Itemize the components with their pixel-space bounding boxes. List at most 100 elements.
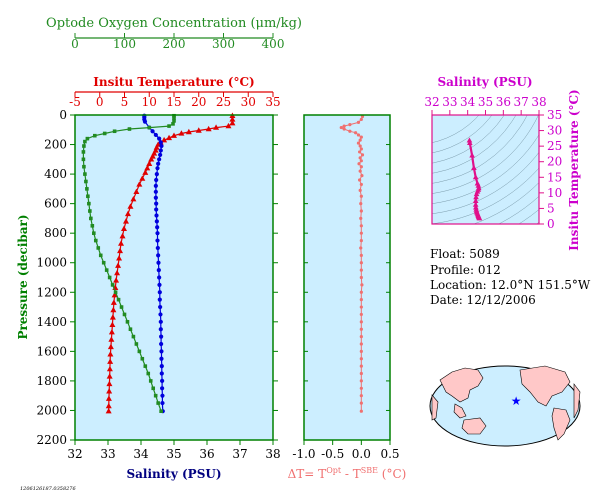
delta-t-plot-background: [304, 115, 390, 440]
temperature-point-25: [130, 196, 137, 202]
temperature-tick-label-20: 20: [191, 95, 206, 109]
temperature-point-20: [144, 164, 151, 171]
ts-point-2: [469, 152, 475, 158]
temperature-point-8: [178, 130, 185, 136]
delta-t-title-part2: - T: [341, 467, 361, 481]
delta-t-point-44: [359, 327, 363, 331]
pressure-tick-label-2200: 2200: [36, 433, 67, 447]
temperature-point-19: [146, 160, 153, 166]
delta-t-point-12: [356, 141, 361, 145]
salinity-point-23: [154, 219, 159, 224]
delta-t-point-42: [359, 312, 363, 317]
temperature-axis-title: Insitu Temperature (°C): [93, 75, 254, 89]
delta-t-point-2: [356, 120, 361, 124]
salinity-point-48: [160, 400, 165, 406]
salinity-point-15: [154, 171, 159, 177]
salinity-point-27: [155, 245, 160, 251]
oxygen-point-13: [81, 150, 86, 154]
delta-t-point-26: [359, 194, 363, 198]
oxygen-point-9: [93, 133, 97, 138]
delta-t-point-28: [359, 209, 363, 213]
oxygen-axis-title: Optode Oxygen Concentration (μm/kg): [46, 16, 302, 31]
temperature-point-7: [185, 128, 192, 135]
salinity-tick-label-38: 38: [265, 447, 280, 461]
ts-point-23: [476, 215, 483, 221]
temperature-point-27: [124, 210, 131, 217]
salinity-tick-label-36: 36: [199, 447, 214, 461]
salinity-point-32: [157, 282, 162, 287]
delta-t-point-40: [359, 298, 363, 302]
oxygen-point-18: [85, 187, 89, 191]
delta-t-point-49: [359, 364, 363, 368]
oxygen-point-30: [107, 275, 112, 280]
oxygen-point-36: [125, 320, 130, 324]
temperature-point-41: [109, 314, 116, 320]
temperature-point-39: [110, 299, 117, 305]
delta-t-point-55: [359, 409, 363, 413]
temperature-point-32: [117, 247, 124, 254]
oxygen-point-39: [134, 342, 139, 346]
salinity-point-46: [160, 386, 165, 391]
oxygen-point-32: [113, 290, 118, 295]
delta-t-panel: -1.0 -0.5 0.0 0.5 ΔT= TOpt - TSBE (°C): [288, 114, 407, 481]
ts-point-4: [472, 174, 479, 180]
delta-t-point-27: [359, 202, 363, 206]
delta-t-point-14: [359, 147, 363, 151]
ts-point-14: [473, 204, 479, 210]
oxygen-point-25: [93, 238, 98, 243]
temperature-point-9: [171, 132, 177, 138]
delta-t-tick-label--0.5: -0.5: [321, 447, 344, 461]
ts-point-11: [473, 194, 479, 200]
temperature-tick-label--5: -5: [69, 95, 81, 109]
salinity-point-14: [155, 166, 160, 171]
delta-t-point-16: [360, 153, 365, 157]
delta-t-tick-label--1: -1.0: [292, 447, 315, 461]
salinity-point-40: [159, 341, 164, 347]
info-float: Float: 5089: [430, 247, 500, 261]
salinity-point-37: [158, 319, 163, 324]
ts-xtick-label-38: 38: [531, 95, 546, 109]
delta-t-series-group: [339, 114, 365, 413]
salinity-point-30: [156, 268, 161, 273]
oxygen-point-33: [116, 297, 121, 302]
oxygen-tick-label-200: 200: [163, 37, 186, 51]
temperature-point-28: [122, 218, 129, 224]
ts-ytick-label-10: 10: [547, 186, 562, 200]
oxygen-point-28: [101, 260, 106, 265]
temperature-point-10: [166, 134, 173, 141]
ts-xtick-label-36: 36: [496, 95, 511, 109]
salinity-point-45: [160, 378, 165, 384]
temperature-tick-label-15: 15: [166, 95, 181, 109]
oxygen-point-22: [89, 216, 93, 221]
oxygen-point-29: [104, 268, 109, 272]
salinity-point-17: [153, 183, 158, 189]
oxygen-point-16: [83, 172, 87, 176]
temperature-tick-label-25: 25: [216, 95, 231, 109]
delta-t-title-sup-sbe: SBE: [361, 466, 378, 475]
ts-point-12: [472, 197, 479, 203]
ts-plot-background: [432, 115, 539, 224]
map-land-europe-africa-east: [573, 383, 581, 419]
temperature-point-33: [116, 255, 123, 261]
delta-t-point-34: [359, 253, 363, 257]
oxygen-point-1: [172, 116, 176, 120]
delta-t-point-5: [339, 125, 343, 130]
salinity-point-28: [156, 253, 161, 258]
ts-ytick-label-30: 30: [547, 124, 562, 138]
delta-t-point-11: [358, 138, 362, 142]
oxygen-point-20: [87, 201, 91, 206]
delta-t-axis-title: ΔT= TOpt - TSBE (°C): [288, 466, 407, 481]
oxygen-point-7: [112, 129, 117, 134]
temperature-tick-label-0: 0: [96, 95, 104, 109]
delta-t-point-9: [356, 133, 361, 137]
delta-t-point-51: [359, 379, 363, 383]
salinity-point-10: [158, 148, 163, 153]
salinity-tick-label-32: 32: [67, 447, 82, 461]
temperature-point-35: [114, 269, 121, 276]
delta-t-point-45: [359, 334, 363, 339]
delta-t-point-31: [359, 231, 363, 235]
pressure-tick-label-1400: 1400: [36, 315, 67, 329]
salinity-axis-ticks: 32 33 34 35 36 37 38: [67, 440, 281, 461]
